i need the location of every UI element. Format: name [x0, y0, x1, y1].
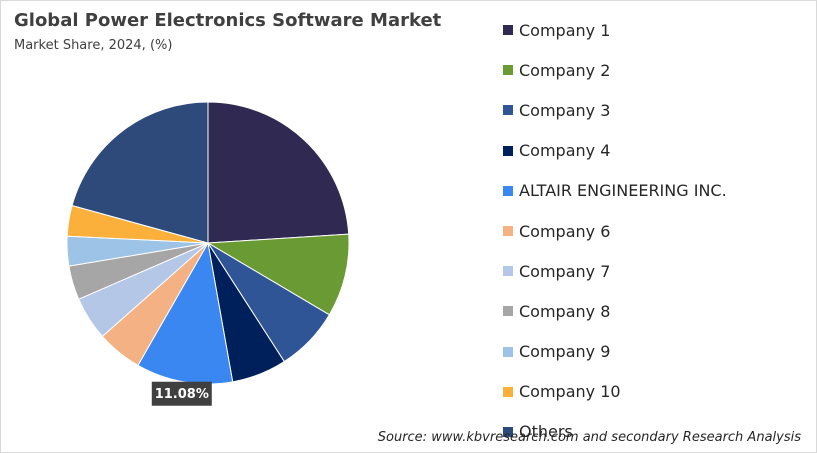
legend-label: Company 10 [519, 382, 621, 402]
legend-item-4: Company 4 [503, 131, 727, 171]
legend-label: Company 7 [519, 261, 611, 281]
data-label-box [151, 381, 212, 406]
legend-swatch [503, 145, 513, 156]
data-label-5: 11.08% [151, 381, 212, 406]
legend-label: ALTAIR ENGINEERING INC. [519, 181, 727, 201]
pie-chart: 11.08% [66, 101, 350, 406]
legend-item-7: Company 7 [503, 251, 727, 291]
legend-label: Company 8 [519, 301, 611, 321]
pie-slice-2 [206, 233, 350, 316]
legend-item-11: Others [503, 412, 727, 452]
legend-label: Company 4 [519, 141, 611, 161]
legend-swatch [503, 266, 513, 277]
legend-item-1: Company 1 [503, 10, 727, 50]
legend-item-10: Company 10 [503, 372, 727, 412]
legend-swatch [503, 105, 513, 116]
pie-slice-1 [207, 101, 350, 244]
legend-swatch [503, 426, 513, 437]
pie-slice-11 [71, 101, 209, 244]
chart-title: Global Power Electronics Software Market [14, 10, 442, 31]
legend-item-3: Company 3 [503, 90, 727, 130]
legend-label: Company 2 [519, 60, 611, 80]
legend-label: Company 1 [519, 20, 611, 40]
legend-label: Company 6 [519, 221, 611, 241]
legend: Company 1 Company 2 Company 3 Company 4 ALTA… [503, 10, 727, 452]
legend-swatch [503, 226, 513, 237]
legend-swatch [503, 346, 513, 357]
data-label-text: 11.08% [155, 387, 209, 402]
legend-item-6: Company 6 [503, 211, 727, 251]
legend-item-8: Company 8 [503, 291, 727, 331]
legend-swatch [503, 65, 513, 76]
source-note: Source: www.kbvresearch.com and secondar… [377, 430, 801, 445]
legend-label: Company 9 [519, 342, 611, 362]
legend-item-5: ALTAIR ENGINEERING INC. [503, 171, 727, 211]
legend-swatch [503, 386, 513, 397]
legend-swatch [503, 25, 513, 36]
legend-label: Company 3 [519, 100, 611, 120]
legend-item-9: Company 9 [503, 332, 727, 372]
legend-swatch [503, 185, 513, 196]
legend-item-2: Company 2 [503, 50, 727, 90]
legend-swatch [503, 306, 513, 317]
chart-subtitle: Market Share, 2024, (%) [14, 38, 173, 53]
legend-label: Others [519, 422, 573, 442]
